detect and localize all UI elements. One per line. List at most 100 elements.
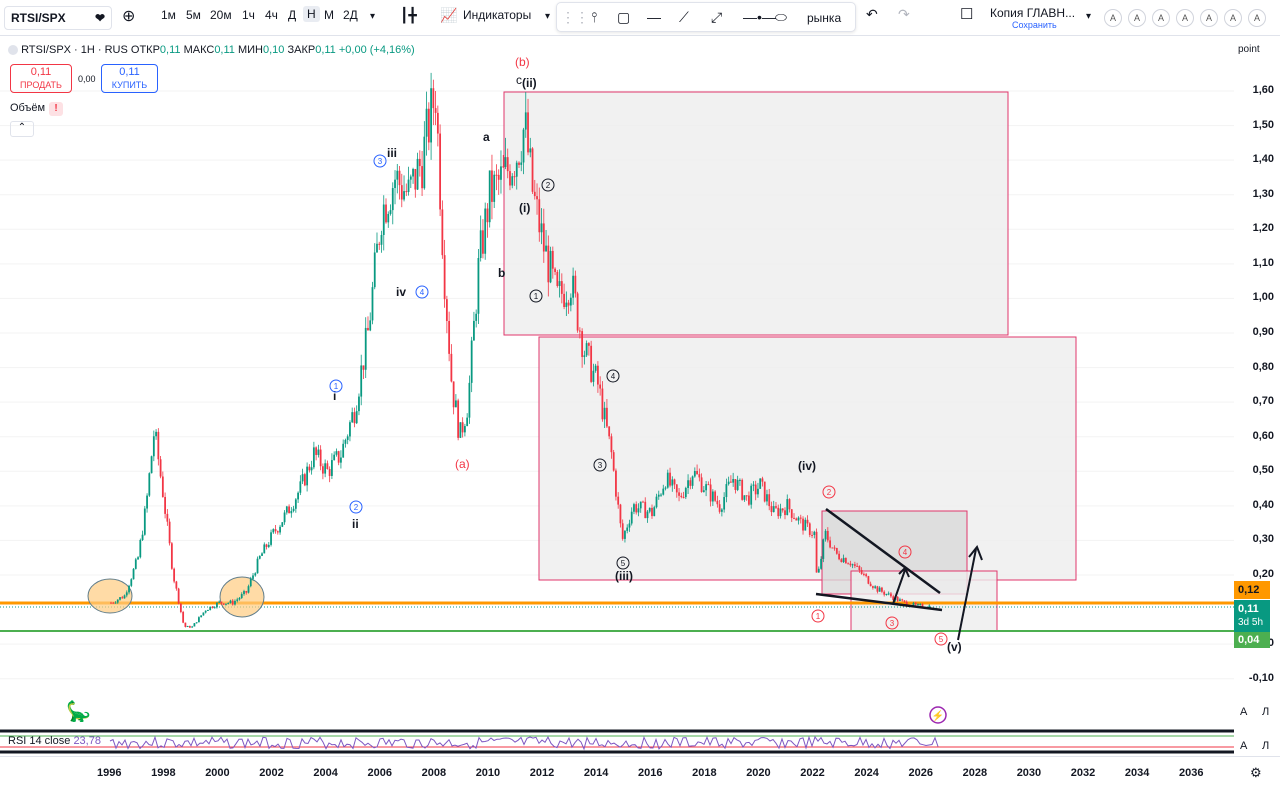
- trend-line-icon[interactable]: ⤢: [711, 9, 723, 25]
- buy-button[interactable]: 0,11 КУПИТЬ: [101, 64, 158, 93]
- candle-body: [752, 484, 755, 486]
- interval-4h[interactable]: 4ч: [265, 8, 278, 22]
- candle-body: [466, 417, 469, 427]
- wedge-upper-line[interactable]: [825, 507, 941, 595]
- highlight-ellipse-1996[interactable]: [87, 578, 133, 614]
- warning-icon[interactable]: !: [49, 102, 64, 116]
- time-axis[interactable]: 1996 1998 2000 2002 2004 2006 2008 2010 2012 2014…: [0, 756, 1280, 787]
- candle-body: [495, 174, 498, 176]
- settings-gear-icon[interactable]: ⚙: [1250, 765, 1262, 780]
- symbol-search-button[interactable]: RTSI/SPX ❤: [4, 6, 112, 30]
- log-scale-button[interactable]: Л: [1262, 706, 1270, 718]
- candle-body: [297, 492, 299, 500]
- rsi-legend[interactable]: RSI 14 close 23,78: [8, 735, 101, 747]
- indicators-icon[interactable]: 📈: [440, 7, 458, 23]
- candle-body: [578, 330, 581, 332]
- ellipse-icon[interactable]: ⬭: [775, 9, 787, 25]
- candle-body: [461, 422, 464, 433]
- price-scale-label: 1,60: [1252, 84, 1274, 96]
- candle-body: [493, 174, 496, 202]
- candle-body: [725, 484, 728, 498]
- indicators-button[interactable]: Индикаторы: [463, 8, 532, 22]
- price-chart[interactable]: (b) c (ii) a b iii iv i ii (a) (i) (iii)…: [0, 36, 1234, 756]
- wave-box-2[interactable]: [538, 336, 1077, 581]
- candle-body: [324, 463, 327, 474]
- scale-mode-label[interactable]: point: [1238, 44, 1260, 55]
- add-favorite-icon[interactable]: ❤: [94, 11, 105, 25]
- price-scale-label: 0,60: [1252, 429, 1274, 442]
- wedge-lower-line[interactable]: [815, 592, 943, 612]
- interval-1m[interactable]: 1м: [161, 8, 176, 22]
- horizontal-line-icon[interactable]: —•—: [743, 9, 776, 25]
- undo-icon[interactable]: ↶: [866, 6, 878, 22]
- candle-body: [243, 591, 245, 595]
- interval-dropdown-icon[interactable]: ▾: [370, 11, 376, 22]
- lightning-icon[interactable]: [929, 706, 947, 724]
- redo-icon[interactable]: ↷: [898, 6, 910, 22]
- alert-a-icon[interactable]: A: [1224, 9, 1242, 27]
- alert-a-icon[interactable]: A: [1152, 9, 1170, 27]
- candles-chart-type-icon[interactable]: ┃╋: [400, 7, 417, 23]
- projection-arrow-2[interactable]: [957, 548, 977, 641]
- interval-1h[interactable]: 1ч: [242, 8, 255, 22]
- indicators-dropdown-icon[interactable]: ▾: [545, 11, 551, 22]
- candle-body: [662, 488, 665, 495]
- candle-body: [155, 431, 157, 437]
- interval-2day[interactable]: 2Д: [343, 8, 358, 22]
- alert-a-icon[interactable]: A: [1200, 9, 1218, 27]
- interval-day[interactable]: Д: [288, 8, 297, 22]
- drag-handle-icon[interactable]: ⋮⋮: [561, 9, 589, 25]
- candle-body: [660, 494, 662, 496]
- price-tag-orange: 0,12: [1234, 581, 1270, 599]
- candle-body: [820, 558, 822, 569]
- candle-body: [175, 581, 178, 589]
- volume-indicator[interactable]: Объём!: [10, 102, 64, 116]
- tradingview-logo-icon[interactable]: 🦕: [66, 699, 91, 723]
- time-axis-label: 2012: [529, 767, 555, 779]
- rectangle-icon[interactable]: ▢: [617, 9, 631, 25]
- projection-arrow-1[interactable]: [892, 569, 906, 605]
- candle-body: [617, 496, 620, 505]
- pitchfork-icon[interactable]: ⫯: [591, 9, 598, 25]
- rsi-pane[interactable]: [0, 728, 1234, 756]
- candle-body: [583, 355, 586, 357]
- horizontal-ray-icon[interactable]: —: [647, 9, 661, 25]
- alert-a-icon[interactable]: A: [1104, 9, 1122, 27]
- candle-body: [563, 293, 565, 307]
- auto-scale-button[interactable]: A: [1240, 706, 1248, 718]
- candle-body: [874, 586, 877, 588]
- interval-5m[interactable]: 5м: [186, 8, 201, 22]
- candle-body: [328, 469, 331, 476]
- candle-body: [351, 412, 354, 423]
- layout-icon[interactable]: ☐: [960, 6, 974, 23]
- alert-a-icon[interactable]: A: [1176, 9, 1194, 27]
- collapse-legend-button[interactable]: ⌃: [10, 121, 34, 137]
- candle-body: [881, 587, 883, 592]
- alert-a-icon[interactable]: A: [1248, 9, 1266, 27]
- wave-box-1[interactable]: [503, 91, 1009, 336]
- candle-body: [648, 507, 651, 512]
- market-label[interactable]: рынка: [807, 11, 842, 25]
- candle-body: [833, 547, 836, 549]
- candle-body: [646, 511, 649, 519]
- sell-button[interactable]: 0,11 ПРОДАТЬ: [10, 64, 72, 93]
- legend-title[interactable]: RTSI/SPX · 1Н · RUS: [21, 44, 128, 56]
- candle-body: [779, 508, 782, 517]
- rsi-log-scale-button[interactable]: Л: [1262, 740, 1270, 752]
- interval-20m[interactable]: 20м: [210, 8, 232, 22]
- interval-month[interactable]: М: [324, 8, 334, 22]
- layout-name-button[interactable]: Копия ГЛАВН... Сохранить: [990, 6, 1075, 30]
- candle-body: [878, 587, 881, 592]
- price-scale[interactable]: 1,60 1,50 1,40 1,30 1,20 1,10 1,00 0,90 0,80 0,70…: [1234, 36, 1280, 756]
- candle-body: [389, 210, 392, 214]
- layout-dropdown-icon[interactable]: ▾: [1086, 11, 1092, 22]
- candle-body: [355, 411, 358, 424]
- candle-body: [754, 484, 757, 495]
- low-value: 0,10: [262, 44, 285, 56]
- fib-fan-icon[interactable]: ⟋: [679, 9, 689, 25]
- candle-body: [876, 586, 879, 592]
- interval-week[interactable]: Н: [303, 6, 320, 22]
- alert-a-icon[interactable]: A: [1128, 9, 1146, 27]
- rsi-auto-scale-button[interactable]: A: [1240, 740, 1248, 752]
- compare-add-icon[interactable]: ⊕: [122, 8, 136, 25]
